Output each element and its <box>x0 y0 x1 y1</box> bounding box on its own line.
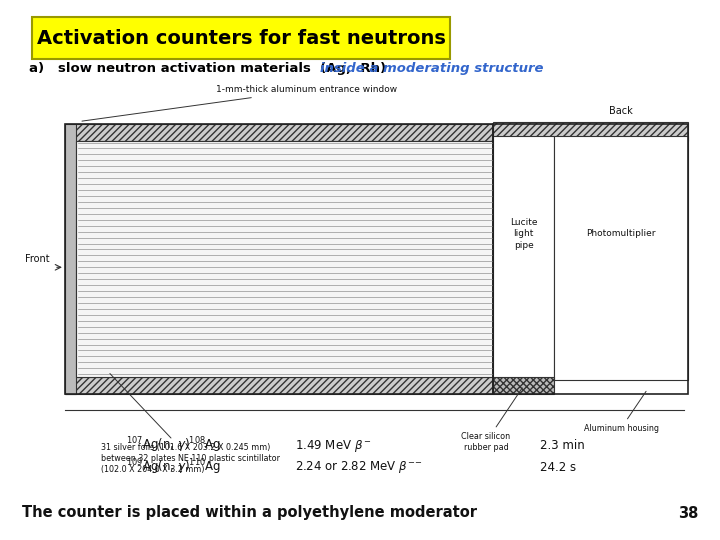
Text: Front: Front <box>25 254 50 264</box>
Text: 1-mm-thick aluminum entrance window: 1-mm-thick aluminum entrance window <box>82 85 397 121</box>
Bar <box>493 136 554 380</box>
Text: 38: 38 <box>678 505 698 521</box>
Text: Activation counters for fast neutrons: Activation counters for fast neutrons <box>37 29 446 48</box>
Text: 2.24 or 2.82 MeV $\beta^{-}$$^{-}$: 2.24 or 2.82 MeV $\beta^{-}$$^{-}$ <box>295 459 423 475</box>
Bar <box>493 377 554 394</box>
Text: 31 silver foils (101.6 X 203.2 X 0.245 mm)
between 32 plates NE 110 plastic scin: 31 silver foils (101.6 X 203.2 X 0.245 m… <box>101 374 280 474</box>
Text: 2.3 min: 2.3 min <box>540 439 585 452</box>
Text: Lucite
light
pipe: Lucite light pipe <box>510 218 538 249</box>
Text: 24.2 s: 24.2 s <box>540 461 576 474</box>
Bar <box>554 136 688 380</box>
Text: $^{107}$Ag(n, $\gamma$)$^{108}$Ag: $^{107}$Ag(n, $\gamma$)$^{108}$Ag <box>126 436 221 455</box>
Bar <box>65 377 493 394</box>
Text: 1.49 MeV $\beta^-$: 1.49 MeV $\beta^-$ <box>295 437 372 454</box>
Text: Clear silicon
rubber pad: Clear silicon rubber pad <box>462 388 522 452</box>
Bar <box>65 124 76 394</box>
Text: inside a moderating structure: inside a moderating structure <box>320 62 544 75</box>
Bar <box>65 124 493 141</box>
Text: The counter is placed within a polyethylene moderator: The counter is placed within a polyethyl… <box>22 505 477 521</box>
Bar <box>493 123 688 141</box>
Bar <box>493 124 688 394</box>
FancyBboxPatch shape <box>32 17 450 59</box>
Text: Aluminum housing: Aluminum housing <box>583 392 659 433</box>
Bar <box>76 141 493 377</box>
Text: Photomultiplier: Photomultiplier <box>586 230 656 239</box>
Text: a)   slow neutron activation materials  (Ag,  Rh): a) slow neutron activation materials (Ag… <box>29 62 390 75</box>
Bar <box>65 124 493 394</box>
Text: Back: Back <box>609 106 633 116</box>
Text: $^{109}$Ag(n, $\gamma$)$^{110}$Ag: $^{109}$Ag(n, $\gamma$)$^{110}$Ag <box>126 457 221 477</box>
